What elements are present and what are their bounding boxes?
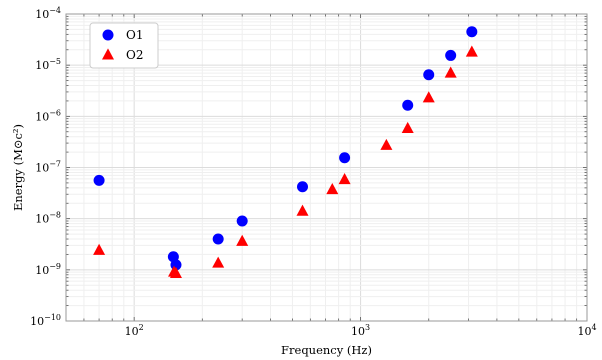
data-point-o1-4 xyxy=(236,215,248,227)
data-point-o2-5 xyxy=(296,204,309,216)
data-point-o1-10 xyxy=(466,26,478,38)
data-point-o1-7 xyxy=(402,99,414,111)
plot-frame xyxy=(65,13,588,322)
y-tick-label: 10−5 xyxy=(35,57,61,72)
y-tick-label: 10−10 xyxy=(30,313,61,328)
y-axis-label: Energy (M⊙c²) xyxy=(11,124,25,211)
y-tick-label: 10−9 xyxy=(35,262,61,277)
data-point-o1-8 xyxy=(423,69,435,81)
legend-o1-marker xyxy=(102,29,114,41)
y-tick-label: 10−8 xyxy=(35,211,61,226)
data-point-o2-7 xyxy=(338,173,351,185)
data-point-o1-6 xyxy=(339,152,351,164)
data-point-o1-9 xyxy=(445,49,457,61)
x-tick-label: 102 xyxy=(125,323,144,338)
data-point-o1-0 xyxy=(93,174,105,186)
data-point-o2-4 xyxy=(236,234,249,246)
legend-o2-label: O2 xyxy=(126,48,143,62)
data-point-o2-2 xyxy=(169,266,182,278)
data-point-o2-12 xyxy=(465,45,478,57)
data-points xyxy=(93,26,478,278)
data-point-o2-0 xyxy=(93,243,106,255)
y-tick-label: 10−4 xyxy=(35,6,61,21)
legend-box xyxy=(89,22,159,69)
data-point-o2-11 xyxy=(444,66,457,78)
x-tick-label: 103 xyxy=(351,323,370,338)
data-point-o2-10 xyxy=(422,91,435,103)
data-point-o1-5 xyxy=(297,181,309,193)
legend: O1 O2 xyxy=(89,22,159,69)
y-tick-label: 10−6 xyxy=(35,108,61,123)
legend-o1-label: O1 xyxy=(126,28,143,42)
data-point-o2-9 xyxy=(401,121,414,133)
x-axis-label: Frequency (Hz) xyxy=(281,343,372,357)
data-point-o2-3 xyxy=(212,256,225,268)
data-point-o2-6 xyxy=(326,182,339,195)
y-tick-label: 10−7 xyxy=(35,160,61,175)
tick-labels: 102 103 104 10−10 10−9 10−8 10−7 10−6 10−5 10−4 xyxy=(30,6,596,338)
legend-o2-marker xyxy=(102,48,114,60)
data-point-o2-8 xyxy=(380,138,393,150)
x-tick-label: 104 xyxy=(577,323,596,338)
data-point-o1-3 xyxy=(212,233,224,245)
